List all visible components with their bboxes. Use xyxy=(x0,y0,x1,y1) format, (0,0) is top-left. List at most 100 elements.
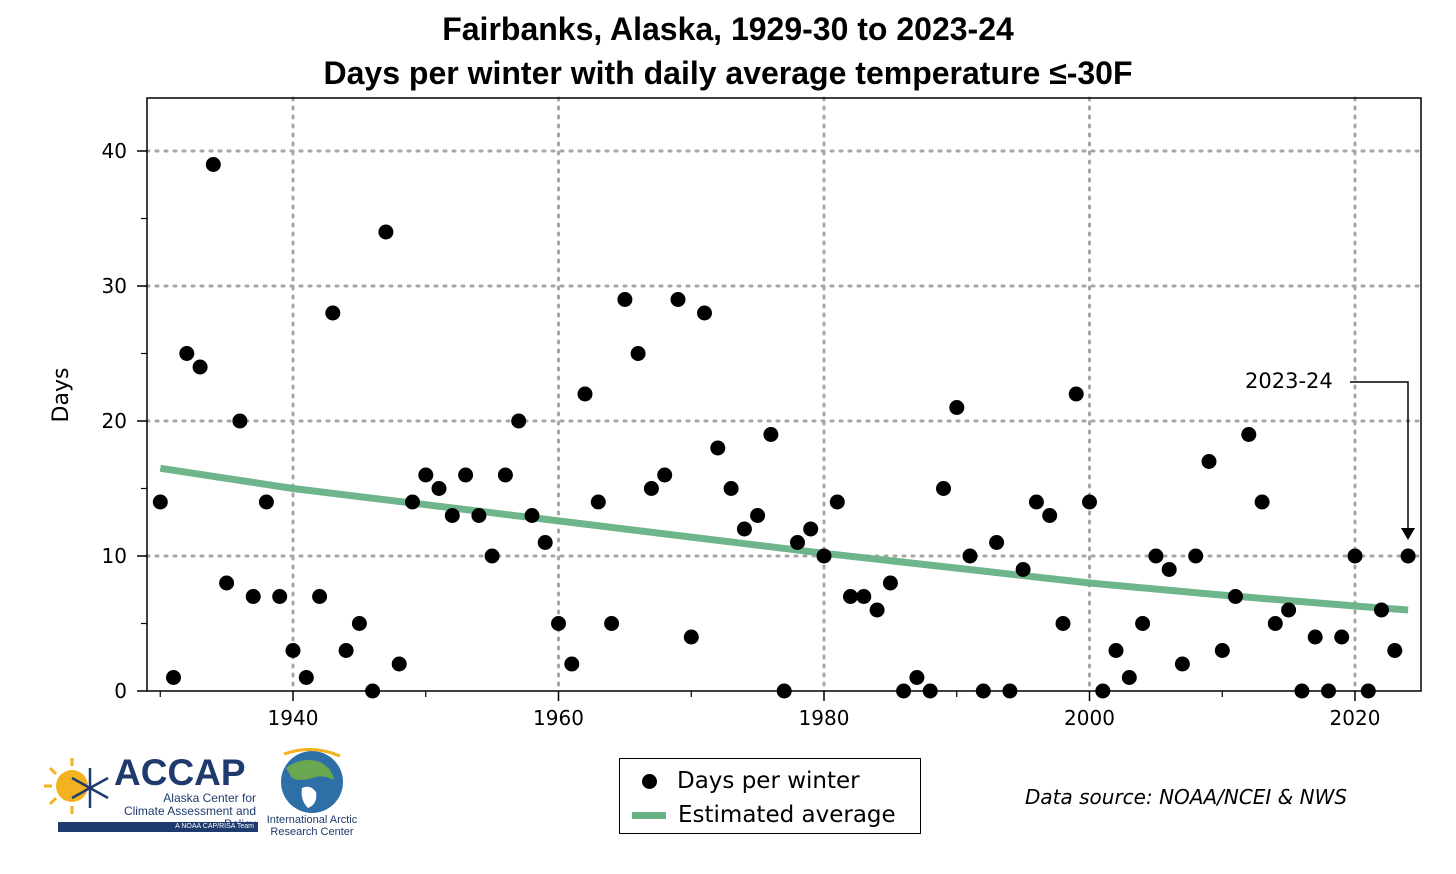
y-tick-label: 30 xyxy=(102,274,127,298)
data-point xyxy=(683,629,699,645)
data-point xyxy=(1281,602,1297,618)
y-tick-label: 20 xyxy=(102,409,127,433)
data-point xyxy=(1307,629,1323,645)
data-point xyxy=(882,575,898,591)
data-point xyxy=(391,656,407,672)
x-tick-label: 1940 xyxy=(268,706,319,730)
data-point xyxy=(192,359,208,375)
y-axis-label: Days xyxy=(49,368,74,423)
data-point xyxy=(816,548,832,564)
annotation-arrow xyxy=(1350,381,1415,540)
data-point xyxy=(1028,494,1044,510)
chart-subtitle: Days per winter with daily average tempe… xyxy=(323,55,1133,91)
data-point xyxy=(657,467,673,483)
data-point xyxy=(922,683,938,699)
data-point xyxy=(896,683,912,699)
legend: Days per winter Estimated average xyxy=(619,758,921,834)
data-point xyxy=(1148,548,1164,564)
legend-item-points: Days per winter xyxy=(620,766,860,796)
y-tick-label: 0 xyxy=(114,679,127,703)
data-point xyxy=(258,494,274,510)
data-point xyxy=(1108,643,1124,658)
legend-label-points: Days per winter xyxy=(677,768,860,794)
data-point xyxy=(484,548,500,564)
data-point xyxy=(790,535,805,550)
data-point xyxy=(1095,683,1111,699)
data-point xyxy=(723,481,739,496)
data-source-note: Data source: NOAA/NCEI & NWS xyxy=(1025,785,1348,809)
data-point xyxy=(444,508,460,523)
data-point xyxy=(1015,562,1031,577)
data-point xyxy=(564,656,580,672)
data-point xyxy=(869,602,885,618)
data-point xyxy=(245,589,261,604)
data-point xyxy=(471,508,487,523)
x-tick-label: 1980 xyxy=(799,706,850,730)
data-point xyxy=(152,494,168,510)
globe-icon xyxy=(281,748,343,813)
trend-line xyxy=(159,464,1409,614)
data-point xyxy=(1055,616,1071,631)
data-point xyxy=(1267,616,1283,631)
x-tick-label: 2020 xyxy=(1330,706,1381,730)
data-point xyxy=(1334,629,1350,645)
data-point xyxy=(1254,494,1270,510)
data-point xyxy=(418,467,434,483)
data-point xyxy=(1387,643,1403,658)
data-point xyxy=(843,589,858,604)
data-point xyxy=(1241,427,1257,442)
data-point xyxy=(856,589,872,604)
data-point xyxy=(1002,683,1018,699)
plot-frame xyxy=(146,97,1422,692)
legend-marker-dot xyxy=(642,773,657,789)
legend-label-trend: Estimated average xyxy=(678,802,896,828)
data-point xyxy=(1347,548,1363,564)
data-point xyxy=(909,670,925,685)
legend-item-trend: Estimated average xyxy=(620,800,896,830)
data-point xyxy=(829,494,845,510)
data-point xyxy=(697,305,712,321)
data-point xyxy=(1374,602,1389,618)
data-point xyxy=(179,346,195,361)
y-tick-label: 40 xyxy=(102,139,127,163)
axis-ticks: 1940 1960 1980 2000 2020 0 10 20 30 40 xyxy=(102,139,1381,730)
data-point xyxy=(1174,656,1190,672)
data-point xyxy=(1214,643,1230,658)
data-point xyxy=(312,589,328,604)
data-point xyxy=(232,413,248,429)
chart-title: Fairbanks, Alaska, 1929-30 to 2023-24 xyxy=(442,11,1014,47)
x-tick-label: 1960 xyxy=(533,706,584,730)
data-point xyxy=(617,292,633,307)
data-point xyxy=(219,575,235,591)
legend-marker-line xyxy=(632,811,666,819)
data-point xyxy=(949,400,965,415)
data-point xyxy=(458,467,474,483)
data-point xyxy=(936,481,951,496)
data-point xyxy=(497,467,513,483)
data-point xyxy=(776,683,792,699)
data-point xyxy=(298,670,314,685)
data-point xyxy=(1121,670,1137,685)
data-point xyxy=(750,508,766,523)
data-point xyxy=(524,508,540,523)
data-point xyxy=(630,346,646,361)
data-point xyxy=(325,305,341,321)
trend-layer xyxy=(159,464,1409,614)
data-point xyxy=(272,589,288,604)
data-point xyxy=(975,683,991,699)
data-point xyxy=(1042,508,1058,523)
data-point xyxy=(670,292,686,307)
accap-logo: ACCAP Alaska Center for Climate Assessme… xyxy=(42,752,262,834)
data-point xyxy=(365,683,381,699)
data-point xyxy=(1188,548,1204,564)
data-point xyxy=(405,494,420,510)
data-point xyxy=(1135,616,1151,631)
data-point xyxy=(763,427,779,442)
points-layer xyxy=(152,157,1416,699)
data-point xyxy=(590,494,606,510)
sun-snowflake-icon xyxy=(44,758,109,814)
data-point xyxy=(351,616,367,631)
data-point xyxy=(205,157,221,172)
data-point xyxy=(989,535,1005,550)
